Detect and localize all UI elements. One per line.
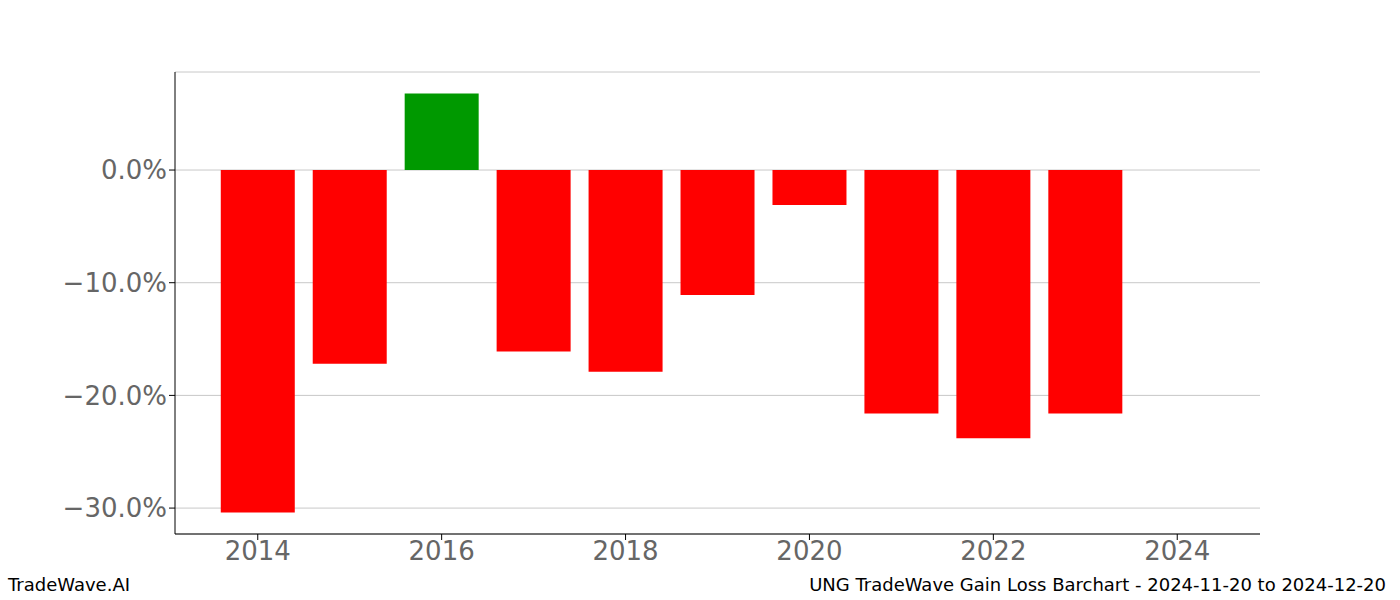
svg-text:−30.0%: −30.0% [63, 493, 167, 523]
html-text:UNG TradeWave Gain Loss Barcha: UNG TradeWave Gain Loss Barchart - 2024-… [809, 574, 1386, 595]
svg-text:−10.0%: −10.0% [63, 268, 167, 298]
svg-text:2016: 2016 [409, 536, 475, 566]
svg-text:2014: 2014 [225, 536, 291, 566]
svg-text:0.0%: 0.0% [101, 155, 167, 185]
html-text:TradeWave.AI: TradeWave.AI [8, 574, 130, 595]
svg-text:2022: 2022 [960, 536, 1026, 566]
svg-text:2020: 2020 [776, 536, 842, 566]
svg-text:2024: 2024 [1144, 536, 1210, 566]
svg-text:2018: 2018 [592, 536, 658, 566]
svg-text:−20.0%: −20.0% [63, 381, 167, 411]
